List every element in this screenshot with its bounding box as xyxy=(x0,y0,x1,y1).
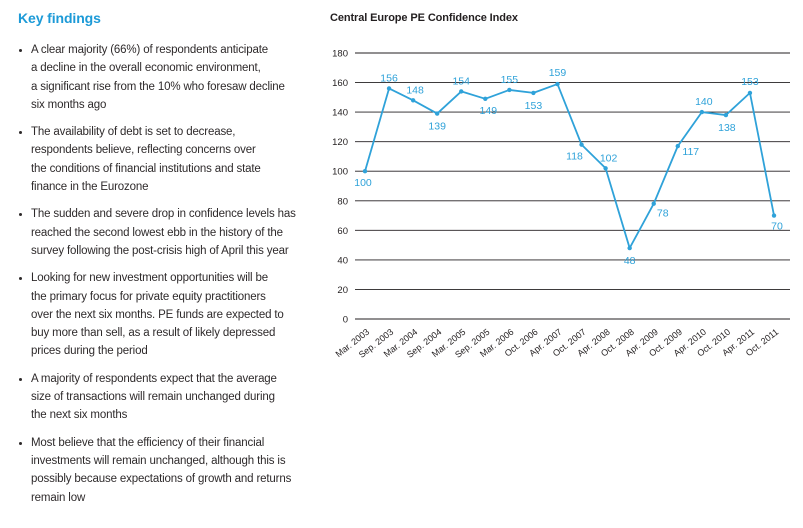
bullet-text: Looking for new investment opportunities… xyxy=(31,272,284,358)
bullet-text: Most believe that the efficiency of thei… xyxy=(31,436,292,504)
y-axis-label: 140 xyxy=(332,108,348,119)
data-point xyxy=(434,111,440,116)
list-item: A clear majority (66%) of respondents an… xyxy=(18,41,328,114)
bullet-text: The sudden and severe drop in confidence… xyxy=(31,208,296,257)
chart-section: Central Europe PE Confidence Index 0 20 40… xyxy=(330,12,803,373)
data-point xyxy=(771,213,777,218)
data-label: 100 xyxy=(354,177,372,189)
bullet-text: The availability of debt is set to decre… xyxy=(31,126,261,194)
y-axis-label: 20 xyxy=(337,285,348,296)
list-item: Looking for new investment opportunities… xyxy=(18,269,328,360)
chart-title: Central Europe PE Confidence Index xyxy=(330,12,518,24)
data-label: 149 xyxy=(480,105,498,117)
data-point xyxy=(555,81,560,87)
data-point xyxy=(627,245,632,251)
data-label: 156 xyxy=(380,72,398,84)
list-item: The sudden and severe drop in confidence… xyxy=(18,205,328,260)
data-point xyxy=(483,96,488,102)
y-axis-label: 120 xyxy=(332,137,348,148)
key-findings-section: Key findings A clear majority (66%) of r… xyxy=(18,10,328,516)
data-point xyxy=(723,112,729,118)
data-label: 140 xyxy=(695,96,713,108)
data-point xyxy=(362,169,368,174)
data-point xyxy=(699,109,705,115)
list-item: The availability of debt is set to decre… xyxy=(18,123,328,196)
data-point xyxy=(507,87,512,93)
y-axis-label: 180 xyxy=(332,49,348,60)
data-label: 138 xyxy=(718,122,736,134)
data-label: 154 xyxy=(452,75,470,87)
data-label: 159 xyxy=(549,67,567,79)
y-axis-label: 160 xyxy=(332,78,348,89)
data-label: 153 xyxy=(525,100,543,112)
data-point xyxy=(603,166,608,171)
data-label: 117 xyxy=(682,146,699,158)
key-findings-heading: Key findings xyxy=(18,10,101,26)
bullet-icon xyxy=(19,377,22,381)
y-axis-label: 60 xyxy=(337,226,348,237)
y-axis-label: 0 xyxy=(343,315,348,326)
y-axis-label: 80 xyxy=(337,196,348,207)
y-axis-label: 40 xyxy=(337,255,348,266)
list-item: Most believe that the efficiency of thei… xyxy=(18,434,328,507)
series-line xyxy=(364,83,775,249)
bullet-icon xyxy=(19,277,22,281)
data-label: 139 xyxy=(428,121,446,133)
data-point xyxy=(410,98,416,103)
data-label: 70 xyxy=(771,221,783,233)
data-label: 78 xyxy=(657,208,669,220)
data-label: 118 xyxy=(566,151,583,163)
data-point xyxy=(531,90,536,96)
data-label: 102 xyxy=(600,152,618,164)
data-label: 153 xyxy=(741,76,759,88)
bullet-icon xyxy=(19,441,22,445)
data-point xyxy=(747,90,753,96)
bullet-text: A clear majority (66%) of respondents an… xyxy=(31,44,285,111)
data-point xyxy=(386,86,392,91)
data-point xyxy=(579,142,584,147)
data-label: 148 xyxy=(406,84,424,96)
bullet-icon xyxy=(19,131,22,135)
data-point xyxy=(675,143,680,149)
bullet-text: A majority of respondents expect that th… xyxy=(31,372,277,422)
data-point xyxy=(651,201,656,206)
list-item: A majority of respondents expect that th… xyxy=(18,370,328,425)
data-label: 155 xyxy=(501,74,519,86)
y-axis-label: 100 xyxy=(332,167,348,178)
data-point xyxy=(459,89,464,94)
bullet-icon xyxy=(19,49,22,52)
data-label: 48 xyxy=(624,255,636,267)
bullet-icon xyxy=(19,213,22,217)
key-findings-list: A clear majority (66%) of respondents an… xyxy=(18,41,328,507)
